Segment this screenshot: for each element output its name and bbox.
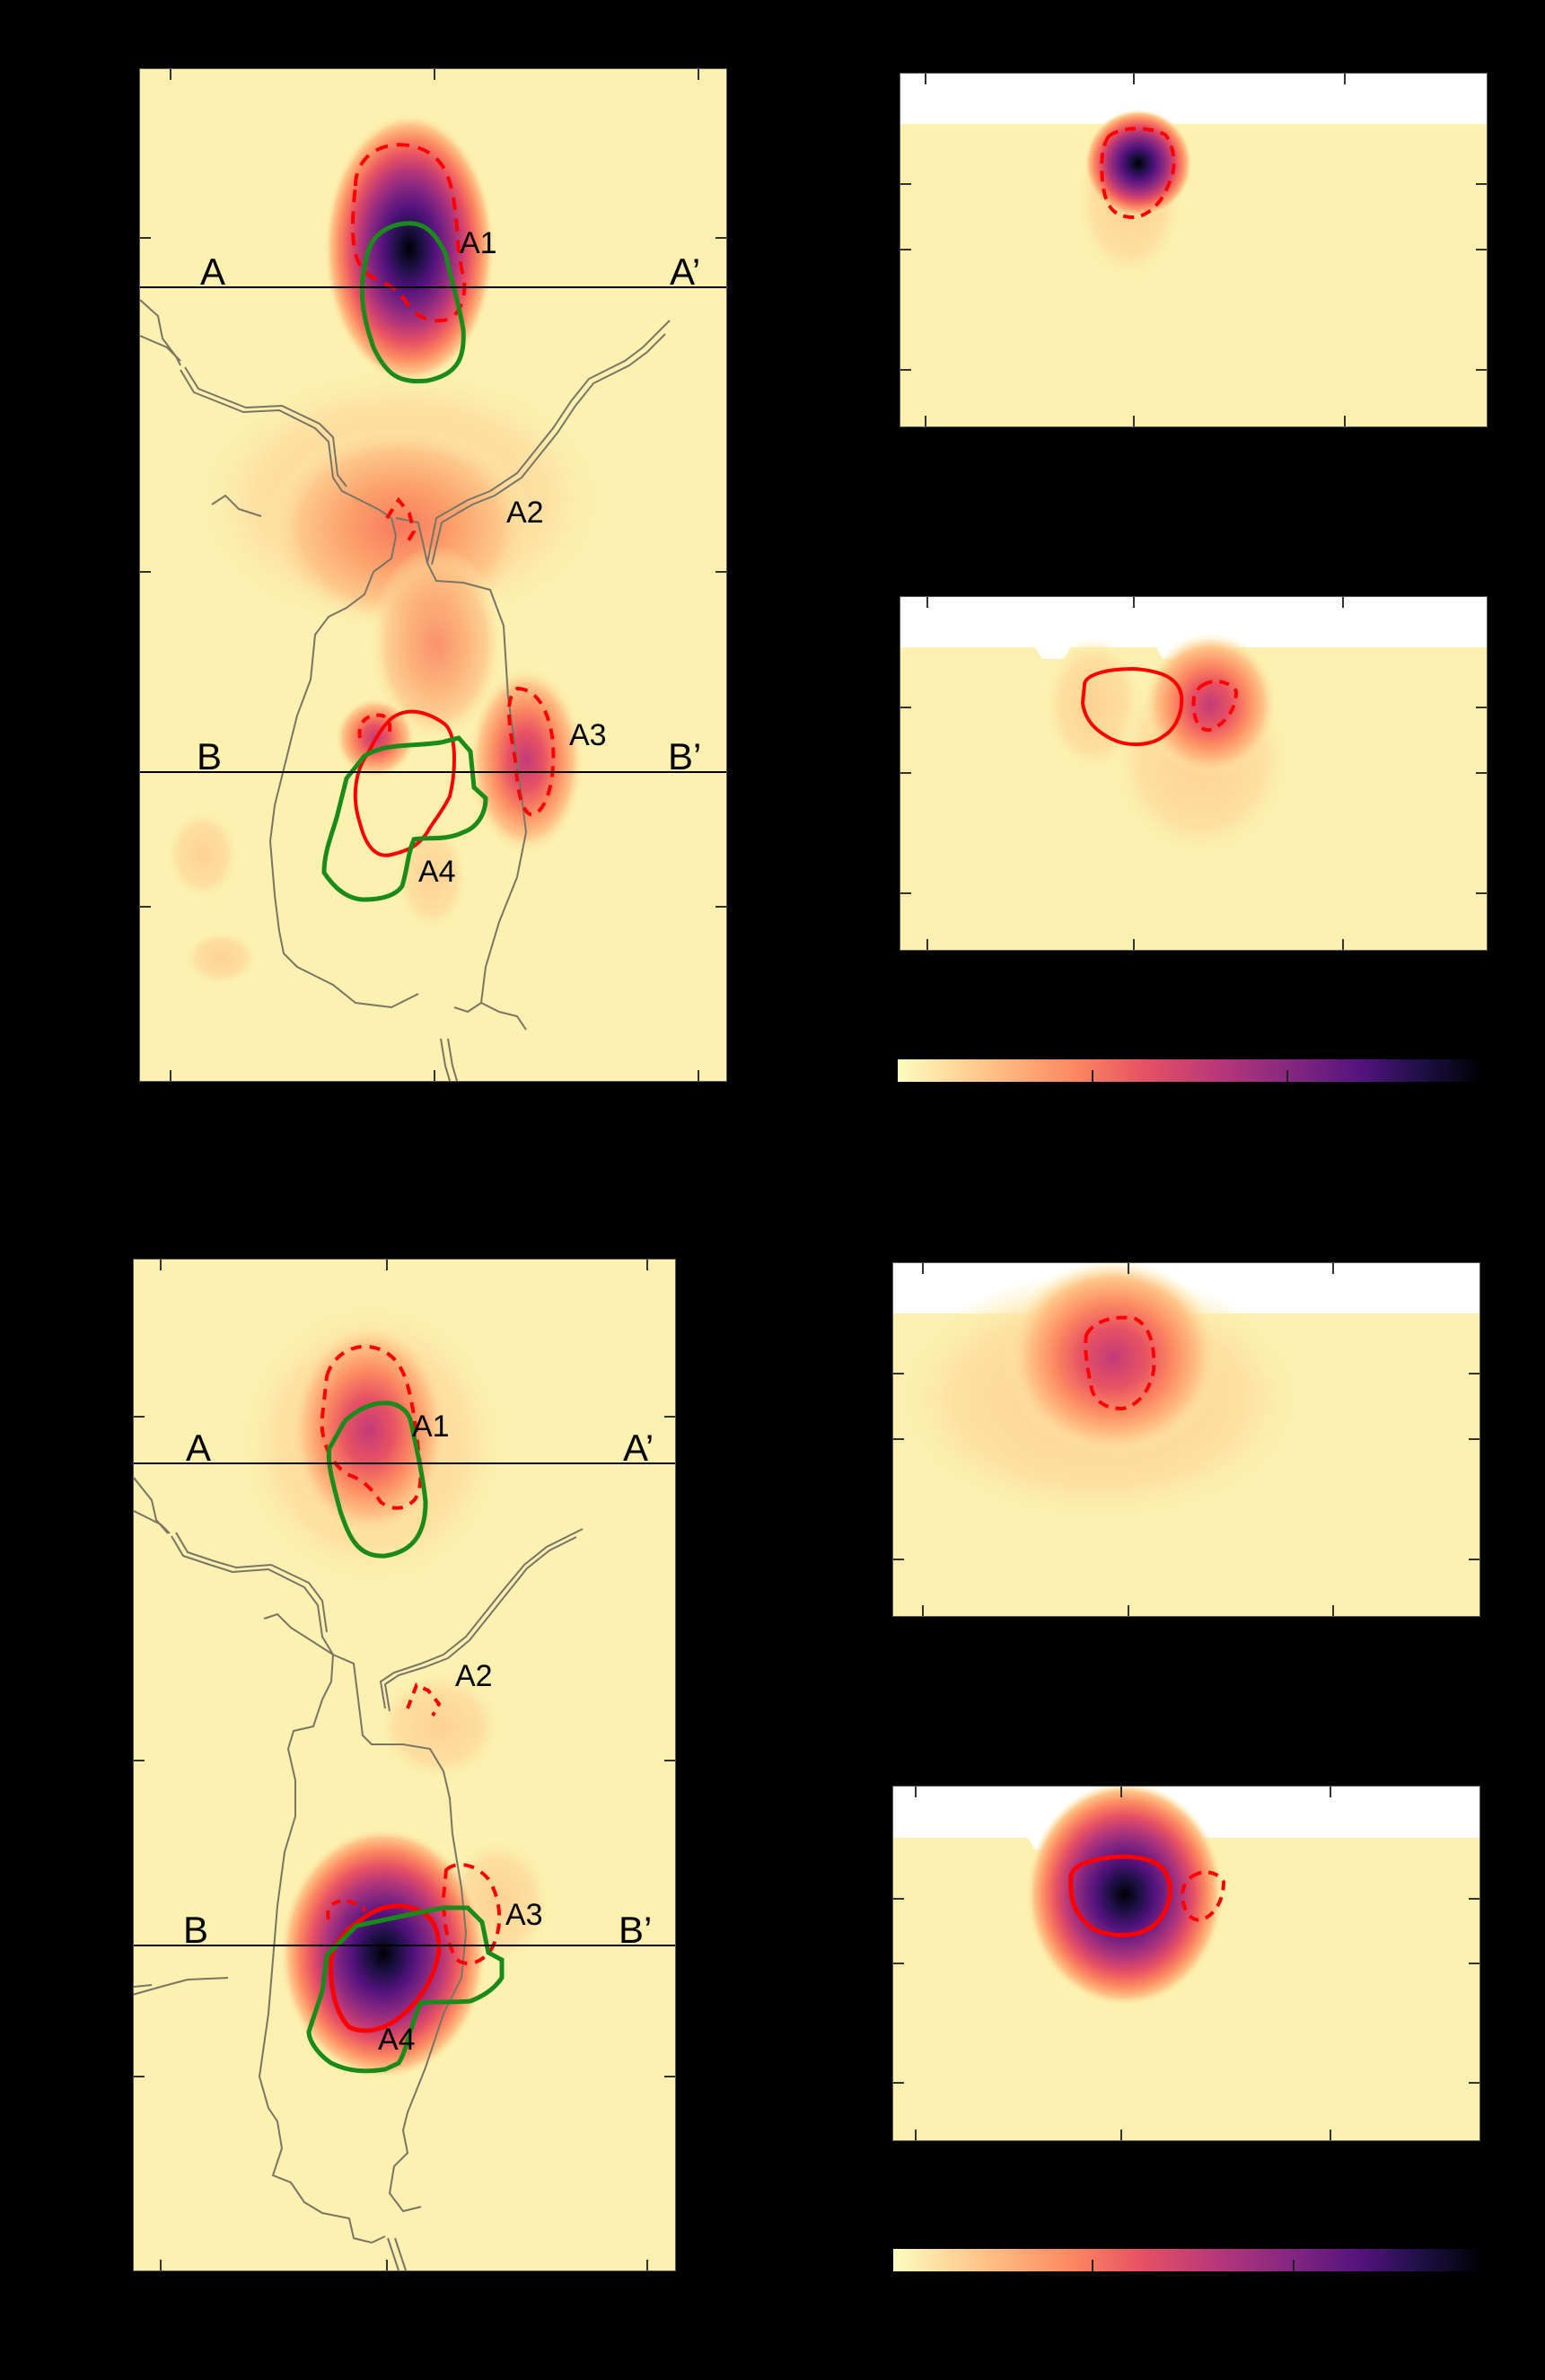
a4-small-dashed-contour — [357, 713, 392, 739]
axis-ticks — [893, 1787, 1479, 2140]
label-a: A — [200, 250, 225, 293]
top-profile-a-plot — [900, 74, 1487, 426]
profile-a-a1-heat — [1005, 1263, 1221, 1456]
label-a2: A2 — [506, 496, 544, 530]
label-b-prime: B’ — [668, 735, 701, 777]
profile-b-a3-dashed-contour — [1180, 1870, 1226, 1922]
a2-dashed-contour — [406, 1682, 442, 1717]
top-profile-b-plot — [900, 597, 1487, 950]
a4-faint-heat — [396, 823, 468, 931]
label-a-prime: A’ — [670, 250, 700, 293]
label-a-prime: A’ — [623, 1427, 654, 1469]
a4-green-outline — [321, 735, 488, 902]
profile-b-a3-heat — [1143, 633, 1277, 777]
top-profile-a-panel — [900, 74, 1487, 426]
south-faint-heat — [185, 931, 257, 985]
a2-heat — [376, 1673, 502, 1780]
a3-heat — [468, 666, 584, 855]
label-a4: A4 — [378, 2023, 416, 2057]
a4-solid-contour — [329, 1903, 442, 2033]
a4-small-dashed-contour — [326, 1899, 367, 1920]
top-colorbar — [898, 1059, 1481, 1082]
topography-band — [900, 597, 1487, 659]
bottom-profile-b-panel — [893, 1787, 1479, 2140]
bottom-profile-b-plot — [893, 1787, 1479, 2140]
bottom-profile-a-plot — [893, 1263, 1479, 1616]
bottom-colorbar — [893, 2249, 1481, 2271]
a2-dashed-contour — [385, 496, 417, 547]
label-a3: A3 — [569, 718, 607, 752]
coastline — [134, 1477, 584, 2270]
profile-b-a3-dashed-contour — [1191, 680, 1239, 733]
label-a4: A4 — [418, 855, 456, 889]
label-a: A — [186, 1427, 211, 1469]
axis-ticks — [134, 1260, 675, 2270]
topography-band — [900, 74, 1487, 124]
axis-ticks — [900, 597, 1487, 950]
a1-green-outline — [359, 221, 466, 384]
label-b-prime: B’ — [619, 1909, 652, 1951]
profile-b-a4-heat — [1026, 1787, 1224, 2007]
profile-a-a1-dashed-contour — [1100, 127, 1176, 220]
a4-heat — [280, 1828, 487, 2079]
label-a1: A1 — [412, 1410, 450, 1444]
label-a1: A1 — [460, 226, 497, 260]
a3-dashed-contour — [507, 686, 556, 817]
a2-heat-tail — [369, 545, 504, 742]
label-a2: A2 — [455, 1659, 493, 1693]
top-map-panel: A A’ B B’ A1 A2 A3 A4 — [140, 69, 726, 1081]
coastline — [140, 299, 671, 1081]
a1-green-outline — [326, 1401, 428, 1559]
profile-b-a4-solid-contour — [1080, 666, 1184, 747]
bottom-map-plot: A A’ B B’ A1 A2 A3 A4 — [134, 1260, 675, 2270]
bottom-profile-a-panel — [893, 1263, 1479, 1616]
label-b: B — [183, 1909, 208, 1951]
a4-green-outline — [306, 1905, 505, 2074]
sw-faint-heat — [167, 810, 239, 900]
label-a3: A3 — [505, 1898, 543, 1932]
top-map-plot: A A’ B B’ A1 A2 A3 A4 — [140, 69, 726, 1081]
top-profile-b-panel — [900, 597, 1487, 950]
profile-b-a4-solid-contour — [1068, 1854, 1172, 1937]
profile-a-a1-dashed-contour — [1084, 1315, 1156, 1411]
bottom-map-panel: A A’ B B’ A1 A2 A3 A4 — [134, 1260, 675, 2270]
axis-ticks — [893, 1263, 1479, 1616]
axis-ticks — [140, 69, 726, 1081]
axis-ticks — [900, 74, 1487, 426]
label-b: B — [197, 735, 222, 777]
